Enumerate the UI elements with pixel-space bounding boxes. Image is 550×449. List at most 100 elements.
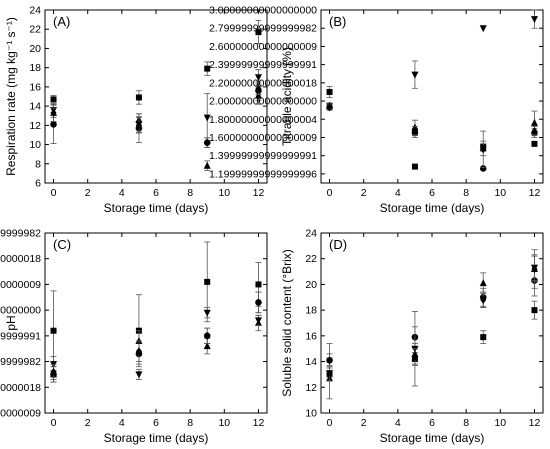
x-tick-label: 8	[463, 417, 469, 429]
y-tick-label: 1.19999999999999996	[209, 168, 317, 180]
x-tick-label: 0	[327, 417, 333, 429]
y-tick-label: 12	[29, 120, 41, 132]
data-point-circle	[479, 165, 487, 172]
data-point-triangle-down	[203, 114, 211, 122]
data-point-square	[531, 140, 538, 147]
x-tick-label: 2	[85, 417, 91, 429]
panel-label: (B)	[329, 14, 346, 29]
data-point-square	[204, 278, 211, 285]
data-point-square	[135, 94, 142, 101]
data-point-diamond	[326, 103, 333, 112]
y-tick-label: 3.29999999999999982	[0, 228, 41, 240]
x-tick-label: 12	[529, 187, 541, 199]
x-tick-label: 6	[429, 417, 435, 429]
x-axis-label: Storage time (days)	[104, 431, 209, 445]
data-point-triangle-up	[135, 337, 143, 344]
y-tick-label: 1.39999999999999991	[209, 150, 317, 162]
y-tick-label: 3.00000000000000000	[209, 5, 317, 17]
data-point-diamond	[531, 127, 538, 136]
y-tick-label: 20	[305, 279, 317, 291]
y-tick-label: 1.80000000000000004	[209, 114, 317, 126]
y-tick-label: 10	[305, 408, 317, 420]
data-point-square	[50, 327, 57, 334]
y-tick-label: 3.10000000000000009	[0, 279, 41, 291]
data-point-triangle-down	[411, 71, 419, 79]
chart-panel-3: (C) 0 2 4 6 8 10 12 2.60000000000000009 2.7000000…	[0, 228, 268, 445]
y-tick-label: 24	[29, 5, 41, 17]
data-point-diamond	[480, 295, 487, 304]
y-tick-label: 2.60000000000000009	[209, 41, 317, 53]
y-tick-label: 22	[305, 253, 317, 265]
x-tick-label: 0	[51, 417, 57, 429]
plot-frame	[320, 9, 544, 184]
y-axis-label: Respiration rate (mg kg⁻¹ s⁻¹)	[4, 17, 18, 176]
data-point-triangle-down	[203, 309, 211, 317]
x-tick-label: 12	[253, 187, 265, 199]
data-point-triangle-down	[254, 317, 262, 325]
data-point-triangle-up	[254, 91, 262, 99]
y-axis-label: pH	[4, 315, 18, 330]
y-tick-label: 20	[29, 43, 41, 55]
y-tick-label: 2.39999999999999991	[209, 59, 317, 71]
y-tick-label: 2.20000000000000018	[209, 77, 317, 89]
x-tick-label: 10	[218, 417, 230, 429]
x-tick-label: 0	[327, 187, 333, 199]
chart-panel-2: (B) 0 2 4 6 8 10 12 1.19999999999999996 1.3999999…	[209, 5, 544, 215]
data-point-square	[326, 88, 333, 95]
data-point-triangle-down	[530, 16, 538, 24]
y-tick-label: 16	[29, 81, 41, 93]
data-point-triangle-down	[254, 74, 262, 82]
y-tick-label: 1.60000000000000009	[209, 132, 317, 144]
data-point-triangle-up	[203, 161, 211, 169]
y-tick-label: 2.79999999999999982	[0, 356, 41, 368]
data-point-square	[255, 29, 262, 36]
y-tick-label: 6	[35, 178, 41, 190]
data-point-diamond	[411, 352, 418, 361]
y-tick-label: 10	[29, 139, 41, 151]
plot-frame	[320, 232, 544, 414]
data-point-square	[255, 281, 262, 288]
y-tick-label: 22	[29, 24, 41, 36]
y-tick-label: 2.70000000000000018	[0, 382, 41, 394]
y-tick-label: 3.20000000000000018	[0, 253, 41, 265]
data-point-triangle-down	[326, 370, 334, 378]
y-tick-label: 2.00000000000000000	[209, 96, 317, 108]
data-point-diamond	[135, 121, 142, 130]
data-point-triangle-down	[135, 371, 143, 379]
data-point-diamond	[204, 331, 211, 340]
data-point-square	[50, 96, 57, 103]
x-tick-label: 10	[218, 187, 230, 199]
y-tick-label: 14	[305, 356, 317, 368]
data-point-triangle-up	[479, 279, 487, 287]
data-point-diamond	[135, 347, 142, 356]
x-tick-label: 0	[51, 187, 57, 199]
x-tick-label: 6	[429, 187, 435, 199]
x-tick-label: 10	[494, 187, 506, 199]
data-point-diamond	[531, 265, 538, 273]
y-tick-label: 3.00000000000000000	[0, 305, 41, 317]
panel-label: (C)	[53, 237, 71, 252]
x-tick-label: 2	[361, 187, 367, 199]
plot-frame	[44, 232, 268, 414]
data-point-square	[204, 65, 211, 72]
x-axis-label: Storage time (days)	[104, 201, 209, 215]
x-tick-label: 2	[361, 417, 367, 429]
data-point-square	[531, 307, 538, 314]
x-tick-label: 4	[395, 417, 401, 429]
data-point-circle	[50, 121, 57, 128]
y-tick-label: 12	[305, 382, 317, 394]
x-tick-label: 12	[253, 417, 265, 429]
x-tick-label: 8	[187, 187, 193, 199]
x-tick-label: 6	[153, 187, 159, 199]
data-point-diamond	[204, 138, 211, 147]
y-axis-label: Soluble solid content (°Brix)	[280, 249, 294, 397]
data-point-triangle-down	[479, 25, 487, 33]
y-axis-label: Titrable acidity (%)	[280, 47, 294, 146]
x-tick-label: 4	[395, 187, 401, 199]
x-tick-label: 8	[463, 187, 469, 199]
x-tick-label: 10	[494, 417, 506, 429]
y-tick-label: 8	[35, 158, 41, 170]
x-axis-label: Storage time (days)	[380, 201, 485, 215]
data-point-diamond	[326, 356, 333, 365]
